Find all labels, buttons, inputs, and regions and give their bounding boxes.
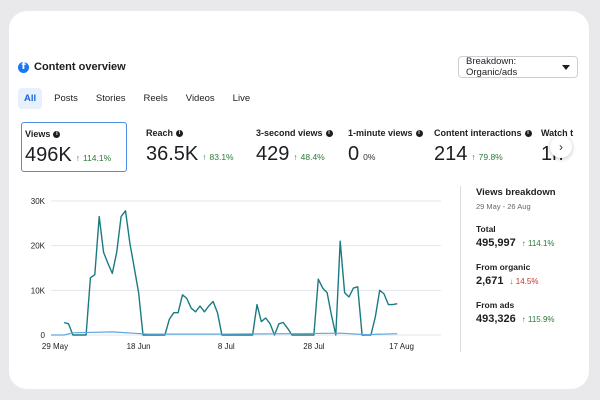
tab-stories[interactable]: Stories xyxy=(95,93,126,104)
x-tick-label: 17 Aug xyxy=(389,342,414,351)
breakdown-ads-change: 115.9% xyxy=(528,315,555,324)
y-tick-label: 20K xyxy=(31,242,46,251)
y-tick-label: 0 xyxy=(41,331,46,340)
tab-posts[interactable]: Posts xyxy=(54,93,78,104)
metric-reach[interactable]: Reach i 36.5K ↑ 83.1% xyxy=(146,122,234,172)
arrow-up-icon: ↑ xyxy=(521,315,528,324)
content-overview-card: Content overview Breakdown: Organic/ads … xyxy=(9,11,589,389)
breakdown-total-change: 114.1% xyxy=(528,239,555,248)
metrics-row: Views i 496K ↑ 114.1% Reach i 36.5K ↑ 83.1% … xyxy=(21,122,573,174)
breakdown-organic: From organic 2,671 ↓ 14.5% xyxy=(476,262,586,287)
arrow-up-icon: ↑ xyxy=(75,153,80,163)
breakdown-organic-change: 14.5% xyxy=(515,277,539,286)
y-tick-label: 10K xyxy=(31,286,46,295)
metric-content-interactions-value: 214 xyxy=(434,143,468,165)
y-tick-label: 30K xyxy=(31,197,46,206)
info-icon[interactable]: i xyxy=(524,129,532,137)
metric-reach-label: Reach xyxy=(146,128,174,138)
next-metrics-button[interactable]: › xyxy=(550,136,572,158)
metric-3-second-views-change: 48.4% xyxy=(300,152,325,162)
breakdown-organic-label: From organic xyxy=(476,262,531,272)
tab-all[interactable]: All xyxy=(18,88,43,109)
tab-videos[interactable]: Videos xyxy=(185,93,215,104)
series-line-secondary xyxy=(51,331,398,336)
section-header: Content overview xyxy=(18,61,126,73)
metric-content-interactions[interactable]: Content interactions i 214 ↑ 79.8% xyxy=(434,122,532,172)
tab-live[interactable]: Live xyxy=(232,93,251,104)
metric-watch-time-label: Watch time xyxy=(541,128,573,138)
metric-content-interactions-change: 79.8% xyxy=(478,152,503,162)
breakdown-total: Total 495,997 ↑ 114.1% xyxy=(476,224,586,249)
metric-1-minute-views-change: 0% xyxy=(363,152,376,162)
metric-3-second-views-value: 429 xyxy=(256,143,290,165)
breakdown-date-range: 29 May - 26 Aug xyxy=(476,202,531,211)
caret-down-icon xyxy=(562,64,570,70)
views-line-chart: 0 10K 20K 30K 29 May 18 Jun 8 Jul 28 Jul 17 Aug xyxy=(31,197,441,351)
breakdown-divider xyxy=(460,186,461,352)
metric-reach-change: 83.1% xyxy=(209,152,234,162)
metric-1-minute-views[interactable]: 1-minute views i 0 0% xyxy=(348,122,423,172)
x-tick-label: 18 Jun xyxy=(127,342,151,351)
breakdown-dropdown[interactable]: Breakdown: Organic/ads xyxy=(458,56,578,78)
metric-views-label: Views xyxy=(25,129,51,139)
info-icon[interactable]: i xyxy=(176,129,184,137)
section-title: Content overview xyxy=(34,61,126,73)
x-tick-label: 28 Jul xyxy=(303,342,325,351)
arrow-up-icon: ↑ xyxy=(471,152,476,162)
breakdown-total-value: 495,997 xyxy=(476,237,516,249)
arrow-up-icon: ↑ xyxy=(202,152,207,162)
info-icon[interactable]: i xyxy=(53,130,61,138)
metric-views[interactable]: Views i 496K ↑ 114.1% xyxy=(21,122,127,172)
y-axis-ticks: 0 10K 20K 30K xyxy=(31,197,46,340)
content-tabs: All Posts Stories Reels Videos Live xyxy=(18,88,256,109)
breakdown-organic-value: 2,671 xyxy=(476,275,504,287)
views-breakdown-panel: Views breakdown 29 May - 26 Aug Total 49… xyxy=(476,187,586,325)
x-axis-ticks: 29 May 18 Jun 8 Jul 28 Jul 17 Aug xyxy=(42,342,414,351)
facebook-icon xyxy=(18,61,29,73)
metric-1-minute-views-value: 0 xyxy=(348,143,360,165)
arrow-down-icon: ↓ xyxy=(509,277,516,286)
info-icon[interactable]: i xyxy=(415,129,423,137)
metric-content-interactions-label: Content interactions xyxy=(434,128,522,138)
breakdown-ads: From ads 493,326 ↑ 115.9% xyxy=(476,300,586,325)
breakdown-ads-value: 493,326 xyxy=(476,313,516,325)
x-tick-label: 8 Jul xyxy=(218,342,235,351)
metric-reach-value: 36.5K xyxy=(146,143,199,165)
breakdown-total-label: Total xyxy=(476,224,496,234)
metric-views-value: 496K xyxy=(25,144,72,166)
arrow-up-icon: ↑ xyxy=(293,152,298,162)
chevron-right-icon: › xyxy=(559,140,563,154)
x-tick-label: 29 May xyxy=(42,342,68,351)
metric-1-minute-views-label: 1-minute views xyxy=(348,128,413,138)
breakdown-title: Views breakdown xyxy=(476,187,556,198)
metric-3-second-views-label: 3-second views xyxy=(256,128,323,138)
tab-reels[interactable]: Reels xyxy=(143,93,168,104)
metric-3-second-views[interactable]: 3-second views i 429 ↑ 48.4% xyxy=(256,122,333,172)
breakdown-label: Breakdown: Organic/ads xyxy=(466,56,518,78)
arrow-up-icon: ↑ xyxy=(521,239,528,248)
metric-views-change: 114.1% xyxy=(82,153,112,163)
info-icon[interactable]: i xyxy=(325,129,333,137)
chart-series xyxy=(51,210,398,336)
breakdown-ads-label: From ads xyxy=(476,300,515,310)
series-line-total xyxy=(63,210,398,336)
